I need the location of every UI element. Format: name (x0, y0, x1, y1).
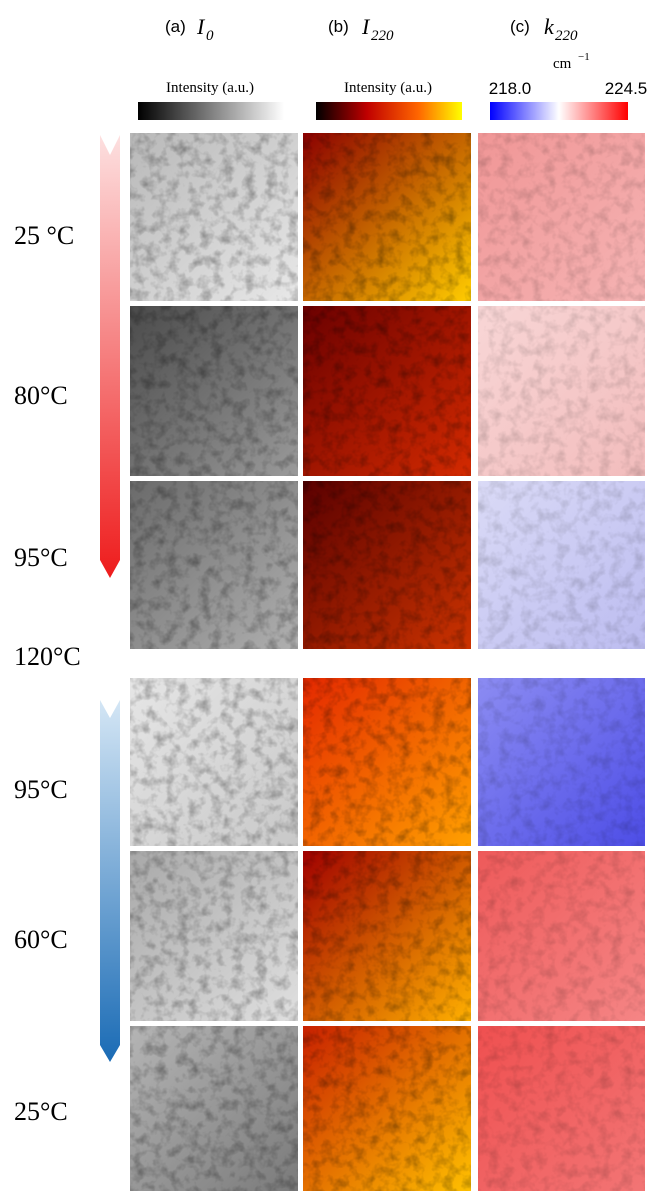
column-subscript: 220 (555, 28, 578, 44)
image-texture (303, 1026, 471, 1191)
colorbar-max: 224.5 (605, 79, 648, 98)
column-symbol: k (544, 14, 555, 39)
image-texture (478, 306, 645, 476)
image-texture (478, 133, 645, 301)
column-symbol: I (361, 14, 371, 39)
image-texture (303, 133, 471, 301)
image-texture (303, 851, 471, 1021)
column-label: (b) (328, 17, 349, 36)
row-label: 80°C (14, 381, 68, 410)
column-subscript: 220 (371, 28, 394, 44)
colorbar-min: 218.0 (489, 79, 532, 98)
image-texture (130, 851, 298, 1021)
colorbar-unit-exponent: −1 (578, 51, 590, 63)
image-texture (478, 678, 645, 846)
column-label: (a) (165, 17, 186, 36)
image-texture (130, 481, 298, 649)
image-texture (130, 133, 298, 301)
image-texture (478, 1026, 645, 1191)
image-texture (303, 678, 471, 846)
image-texture (130, 306, 298, 476)
colorbar-label: Intensity (a.u.) (344, 80, 432, 96)
column-label: (c) (510, 17, 530, 36)
image-panels (130, 133, 645, 1191)
colorbar-label: Intensity (a.u.) (166, 80, 254, 96)
image-texture (478, 481, 645, 649)
image-texture (303, 481, 471, 649)
colorbar (490, 102, 628, 120)
colorbars: Intensity (a.u.) Intensity (a.u.) cm −1 … (138, 51, 647, 120)
row-label: 95°C (14, 543, 68, 572)
heating-arrow (100, 135, 120, 578)
cooling-arrow (100, 700, 120, 1062)
image-texture (303, 306, 471, 476)
colorbar (316, 102, 462, 120)
row-label: 120°C (14, 642, 81, 671)
column-headers: (a) I 0 (b) I 220 (c) k 220 (165, 14, 578, 44)
column-subscript: 0 (206, 28, 214, 44)
image-texture (130, 678, 298, 846)
image-texture (130, 1026, 298, 1191)
row-label: 60°C (14, 925, 68, 954)
colorbar (138, 102, 284, 120)
row-labels: 25 °C 80°C 95°C 120°C 95°C 60°C 25°C (14, 221, 81, 1126)
colorbar-unit: cm (553, 56, 572, 72)
row-label: 95°C (14, 775, 68, 804)
row-label: 25°C (14, 1097, 68, 1126)
column-symbol: I (196, 14, 206, 39)
figure: (a) I 0 (b) I 220 (c) k 220 Intensity (a… (0, 0, 654, 1191)
row-label: 25 °C (14, 221, 74, 250)
image-texture (478, 851, 645, 1021)
